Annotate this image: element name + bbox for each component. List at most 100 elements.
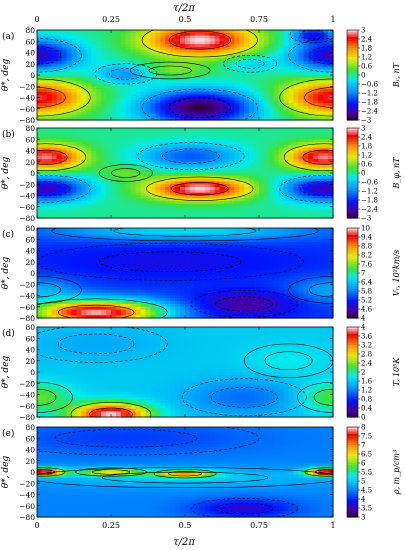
heatmap-cell	[155, 72, 161, 76]
heatmap-cell	[41, 184, 48, 188]
heatmap-cell	[219, 114, 226, 118]
heatmap-cell	[298, 49, 304, 54]
heatmap-cell	[189, 209, 196, 213]
heatmap-cell	[125, 105, 132, 110]
heatmap-cell	[323, 94, 329, 99]
heatmap-cell	[145, 111, 152, 115]
heatmap-cell	[81, 184, 87, 188]
heatmap-cell	[81, 41, 87, 45]
heatmap-cell	[175, 72, 181, 76]
heatmap-cell	[41, 147, 48, 152]
heatmap-cell	[115, 30, 122, 34]
heatmap-cell	[155, 139, 161, 143]
heatmap-cell	[224, 189, 230, 194]
heatmap-cell	[185, 164, 191, 168]
heatmap-cell	[199, 153, 206, 157]
contour-line	[37, 87, 66, 108]
heatmap-cell	[214, 178, 221, 183]
heatmap-cell	[160, 147, 166, 152]
heatmap-cell	[135, 100, 142, 104]
heatmap-cell	[259, 103, 265, 107]
heatmap-cell	[37, 72, 43, 76]
heatmap-cell	[115, 198, 122, 202]
heatmap-cell	[204, 175, 211, 180]
heatmap-cell	[125, 173, 132, 177]
heatmap-cell	[71, 97, 78, 101]
heatmap-cell	[234, 139, 240, 143]
heatmap-cell	[254, 52, 260, 56]
heatmap-cell	[293, 97, 300, 101]
heatmap-cell	[140, 100, 147, 104]
heatmap-cell	[303, 114, 309, 118]
heatmap-cell	[140, 153, 147, 157]
heatmap-cell	[76, 75, 82, 79]
heatmap-cell	[204, 156, 211, 160]
heatmap-cell	[66, 30, 73, 34]
heatmap-cell	[293, 77, 300, 82]
heatmap-cell	[318, 117, 324, 121]
heatmap-cell	[115, 192, 122, 197]
heatmap-cell	[51, 192, 58, 197]
heatmap-cell	[145, 66, 152, 70]
heatmap-cell	[135, 201, 142, 205]
y-tick-label: −80	[19, 214, 35, 223]
heatmap-cell	[145, 89, 152, 93]
heatmap-cell	[288, 44, 295, 48]
heatmap-cell	[194, 206, 201, 211]
heatmap-cell	[234, 49, 240, 54]
heatmap-cell	[323, 66, 329, 70]
heatmap-cell	[135, 158, 142, 163]
heatmap-cell	[165, 108, 171, 113]
heatmap-cell	[61, 187, 68, 191]
heatmap-cell	[155, 32, 161, 37]
heatmap-cell	[51, 150, 58, 154]
heatmap-cell	[115, 164, 122, 168]
heatmap-cell	[37, 75, 43, 79]
heatmap-cell	[244, 108, 250, 113]
heatmap-cell	[214, 72, 221, 76]
heatmap-cell	[185, 158, 191, 163]
heatmap-cell	[199, 156, 206, 160]
heatmap-cell	[328, 63, 334, 68]
heatmap-cell	[254, 86, 260, 90]
heatmap-cell	[115, 195, 122, 199]
heatmap-cell	[115, 58, 122, 62]
heatmap-cell	[234, 91, 240, 96]
heatmap-cell	[263, 103, 270, 107]
heatmap-cell	[101, 105, 107, 110]
heatmap-cell	[204, 153, 211, 157]
heatmap-cell	[283, 111, 290, 115]
heatmap-cell	[51, 35, 58, 40]
heatmap-cell	[120, 86, 127, 90]
heatmap-cell	[37, 30, 43, 34]
heatmap-cell	[96, 192, 102, 197]
heatmap-cell	[125, 161, 132, 166]
heatmap-cell	[194, 136, 201, 140]
heatmap-cell	[318, 46, 324, 51]
heatmap-cell	[37, 66, 43, 70]
heatmap-cell	[46, 58, 53, 62]
heatmap-cell	[254, 32, 260, 37]
heatmap-cell	[323, 32, 329, 37]
heatmap-cell	[165, 35, 171, 40]
heatmap-cell	[259, 105, 265, 110]
heatmap-cell	[180, 142, 186, 146]
heatmap-cell	[46, 128, 53, 132]
heatmap-cell	[111, 133, 117, 138]
heatmap-cell	[135, 58, 142, 62]
heatmap-cell	[249, 63, 255, 68]
heatmap-cell	[76, 58, 82, 62]
heatmap-cell	[249, 108, 255, 113]
heatmap-cell	[189, 97, 196, 101]
heatmap-cell	[120, 133, 127, 138]
heatmap-cell	[145, 52, 152, 56]
heatmap-cell	[81, 30, 87, 34]
heatmap-cell	[224, 161, 230, 166]
heatmap-cell	[219, 83, 226, 87]
heatmap-cell	[278, 97, 285, 101]
heatmap-cell	[165, 156, 171, 160]
heatmap-cell	[86, 117, 92, 121]
heatmap-cell	[160, 175, 166, 180]
heatmap-cell	[96, 206, 102, 211]
heatmap-cell	[328, 77, 334, 82]
